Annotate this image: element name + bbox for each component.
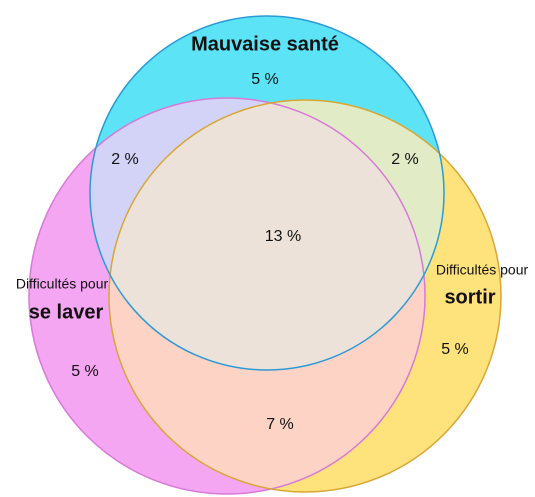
outline-cyan xyxy=(89,15,445,371)
set-name: se laver xyxy=(29,301,104,323)
region-label: 13 % xyxy=(265,228,301,245)
set-prefix: Difficultés pour xyxy=(436,262,529,278)
region-label: 2 % xyxy=(391,151,419,168)
set-name: Mauvaise santé xyxy=(191,33,339,55)
region-label: 5 % xyxy=(251,71,279,88)
outline-yellow xyxy=(108,99,502,493)
set-name: sortir xyxy=(444,286,495,308)
region-label: 5 % xyxy=(441,341,469,358)
region-label: 5 % xyxy=(71,363,99,380)
region-label: 2 % xyxy=(111,151,139,168)
region-label: 7 % xyxy=(266,416,294,433)
set-prefix: Difficultés pour xyxy=(16,276,109,292)
outline-pink xyxy=(28,97,426,495)
